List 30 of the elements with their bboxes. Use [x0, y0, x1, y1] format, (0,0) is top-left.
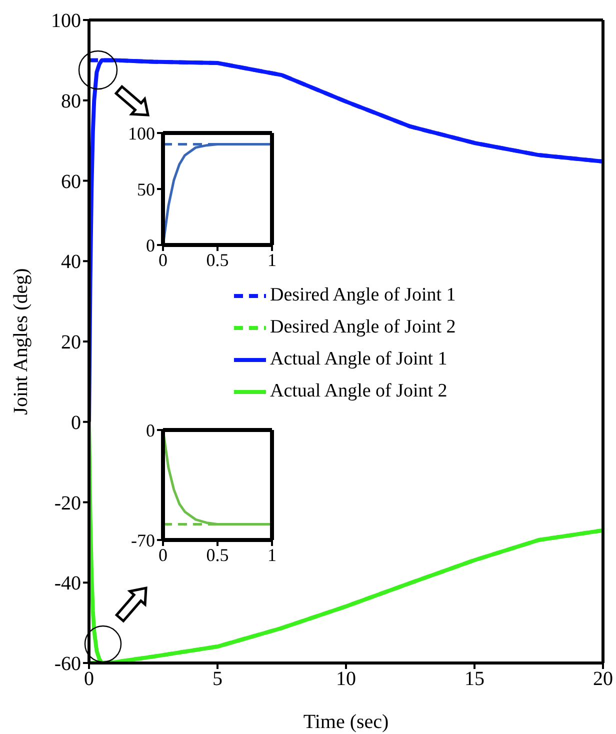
- y-tick-label: -40: [54, 572, 81, 595]
- y-tick-label: 20: [61, 332, 81, 354]
- x-tick-label: 1: [268, 544, 276, 565]
- legend-label: Actual Angle of Joint 1: [270, 348, 448, 370]
- legend-label: Desired Angle of Joint 1: [270, 284, 456, 306]
- legend-label: Actual Angle of Joint 2: [270, 380, 448, 402]
- x-tick-label: 20: [593, 668, 613, 690]
- y-tick-label: 40: [61, 251, 81, 274]
- legend-label: Desired Angle of Joint 2: [270, 316, 456, 338]
- y-tick-label: 0: [71, 412, 81, 434]
- x-tick-label: 1: [268, 250, 276, 270]
- y-tick-label: -70: [131, 530, 155, 550]
- x-tick-label: 10: [336, 668, 356, 690]
- y-tick-label: -60: [54, 653, 81, 676]
- x-tick-label: 5: [212, 668, 222, 690]
- y-tick-label: 60: [61, 170, 81, 193]
- x-tick-label: 0.5: [206, 250, 229, 270]
- y-tick-label: 0: [146, 420, 155, 440]
- y-tick-label: 50: [137, 179, 155, 200]
- x-tick-label: 15: [464, 668, 484, 690]
- x-tick-label: 0.5: [206, 544, 229, 565]
- y-tick-label: 100: [128, 123, 155, 144]
- y-tick-label: -20: [54, 492, 81, 514]
- y-tick-label: 0: [146, 235, 155, 256]
- y-tick-label: 100: [51, 10, 81, 32]
- x-tick-label: 0: [158, 544, 168, 565]
- x-tick-label: 0: [158, 250, 168, 270]
- y-tick-label: 80: [61, 90, 81, 112]
- y-axis-title: Joint Angles (deg): [10, 268, 32, 415]
- x-axis-title: Time (sec): [303, 711, 389, 733]
